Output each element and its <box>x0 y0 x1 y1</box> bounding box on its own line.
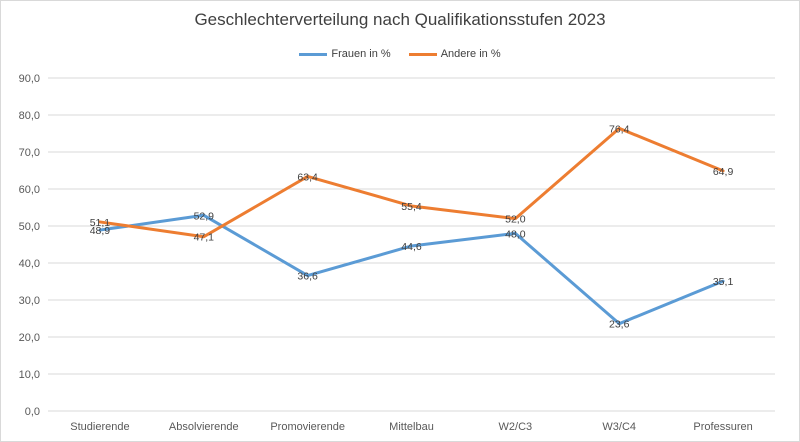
y-tick-label: 10,0 <box>19 369 40 381</box>
y-tick-label: 20,0 <box>19 332 40 344</box>
chart-title: Geschlechterverteilung nach Qualifikatio… <box>194 10 606 29</box>
series-line-0 <box>98 213 725 326</box>
x-tick-label: Promovierende <box>270 421 345 433</box>
y-tick-label: 80,0 <box>19 110 40 122</box>
x-tick-label: Professuren <box>693 421 752 433</box>
data-label: 55,4 <box>401 201 422 213</box>
data-label: 52,0 <box>505 214 526 226</box>
y-tick-label: 0,0 <box>25 406 40 418</box>
x-tick-label: Absolvierende <box>169 421 239 433</box>
data-label: 52,9 <box>194 210 215 222</box>
data-label: 44,6 <box>401 241 422 253</box>
y-tick-label: 60,0 <box>19 184 40 196</box>
legend-label-frauen: Frauen in % <box>331 48 391 60</box>
y-tick-label: 30,0 <box>19 295 40 307</box>
legend: Frauen in % Andere in % <box>0 48 800 60</box>
x-tick-label: W3/C4 <box>602 421 636 433</box>
data-label: 35,1 <box>713 276 734 288</box>
data-label: 36,6 <box>297 271 318 283</box>
series-line-1 <box>98 126 725 239</box>
x-tick-label: W2/C3 <box>499 421 533 433</box>
x-tick-label: Mittelbau <box>389 421 434 433</box>
data-label: 63,4 <box>297 171 318 183</box>
data-label: 48,0 <box>505 228 526 240</box>
data-label: 51,1 <box>90 217 111 229</box>
data-label: 48,9 <box>90 225 111 237</box>
y-tick-label: 40,0 <box>19 258 40 270</box>
data-label: 64,9 <box>713 166 734 178</box>
y-tick-label: 90,0 <box>19 73 40 85</box>
data-label: 23,6 <box>609 319 630 331</box>
y-tick-label: 50,0 <box>19 221 40 233</box>
legend-swatch-andere <box>408 52 437 56</box>
x-tick-label: Studierende <box>70 421 129 433</box>
data-label: 47,1 <box>194 232 215 244</box>
legend-label-andere: Andere in % <box>440 48 501 60</box>
legend-item-frauen: Frauen in % <box>299 48 391 60</box>
legend-swatch-frauen <box>299 52 328 56</box>
data-label: 76,4 <box>609 123 630 135</box>
legend-item-andere: Andere in % <box>408 48 501 60</box>
y-tick-label: 70,0 <box>19 147 40 159</box>
